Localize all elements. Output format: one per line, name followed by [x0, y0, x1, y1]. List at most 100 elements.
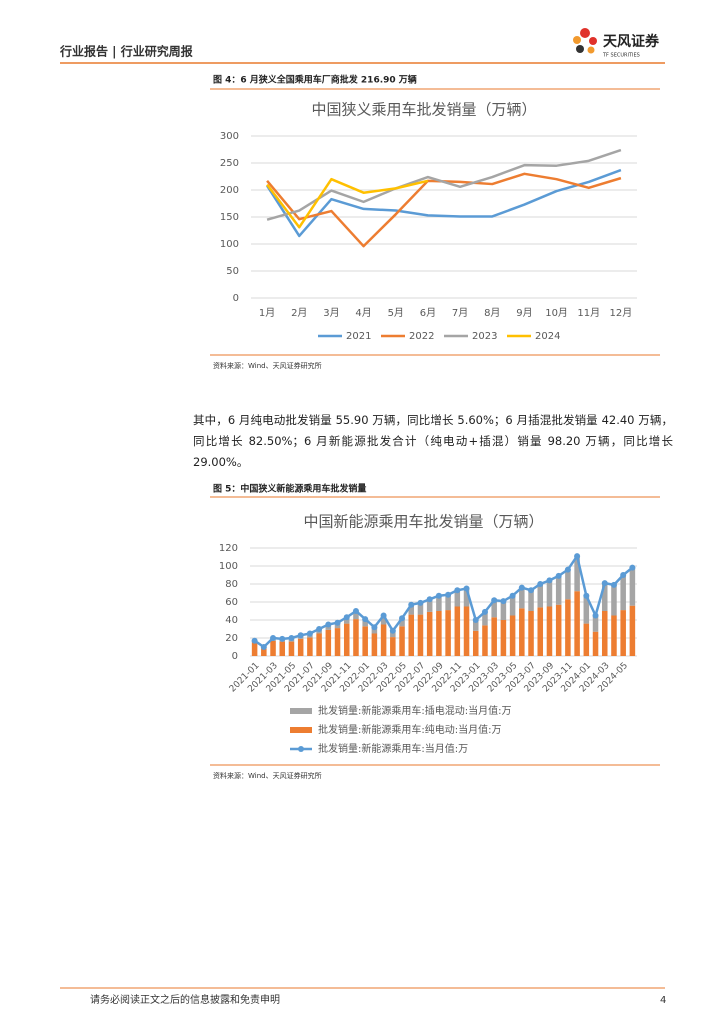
marker: [509, 592, 516, 599]
bar: [288, 641, 295, 656]
bar: [509, 615, 516, 656]
x-tick-label: 5月: [388, 307, 404, 319]
marker: [325, 621, 332, 628]
marker: [463, 585, 470, 592]
chart-title: 中国狭义乘用车批发销量（万辆）: [311, 101, 536, 119]
line: [266, 177, 429, 229]
bar: [592, 631, 599, 656]
bar: [491, 600, 497, 618]
bar: [445, 594, 451, 611]
x-tick-label: 11月: [577, 307, 600, 319]
bar: [519, 587, 525, 609]
line: [266, 172, 622, 248]
x-tick-label: 4月: [355, 307, 371, 319]
bar: [491, 617, 497, 656]
bar: [583, 623, 590, 656]
y-tick-label: 80: [225, 579, 238, 590]
bar: [307, 637, 313, 656]
y-tick-label: 200: [220, 185, 239, 196]
legend-label: 批发销量:新能源乘用车:纯电动:当月值:万: [318, 723, 501, 736]
legend-label: 批发销量:新能源乘用车:当月值:万: [318, 742, 468, 755]
bar: [279, 641, 286, 656]
bar: [399, 618, 405, 627]
bar: [528, 611, 534, 656]
marker: [279, 635, 286, 642]
marker: [417, 599, 424, 606]
bar: [565, 569, 571, 600]
marker: [399, 615, 406, 622]
x-tick-label: 6月: [420, 307, 436, 319]
bar: [343, 623, 350, 656]
bar: [574, 591, 580, 656]
bar: [555, 575, 562, 605]
y-tick-label: 120: [219, 543, 238, 554]
legend-label: 2024: [535, 331, 560, 342]
bar: [463, 606, 470, 656]
bar: [592, 615, 599, 632]
bar: [546, 606, 553, 656]
marker: [251, 637, 258, 644]
y-tick-label: 0: [233, 293, 239, 304]
x-tick-label: 7月: [452, 307, 468, 319]
bar: [537, 584, 544, 608]
bar: [454, 606, 461, 656]
bar: [620, 610, 626, 656]
bar: [611, 584, 617, 616]
bar: [482, 625, 488, 656]
y-tick-label: 50: [226, 266, 239, 277]
legend-swatch: [290, 727, 312, 733]
bar: [601, 583, 608, 611]
bar: [390, 630, 396, 638]
bar: [454, 590, 461, 607]
marker: [454, 587, 461, 594]
bar: [436, 611, 442, 656]
bar: [334, 628, 341, 656]
bar: [565, 599, 571, 656]
figure-caption: 图 4：6 月狭义全国乘用车厂商批发 216.90 万辆: [213, 74, 417, 86]
marker: [481, 608, 488, 615]
bar: [380, 624, 387, 656]
logo-icon: [573, 28, 597, 54]
marker: [518, 584, 525, 591]
marker: [362, 616, 369, 623]
figure-source: 资料来源：Wind、天风证券研究所: [213, 361, 322, 370]
bar: [316, 633, 322, 656]
marker: [564, 566, 571, 573]
marker: [435, 592, 442, 599]
bar: [611, 615, 617, 656]
marker: [334, 619, 341, 626]
bar: [482, 611, 488, 626]
x-tick-label: 2月: [291, 307, 307, 319]
bar: [472, 630, 479, 656]
marker: [583, 592, 590, 599]
legend-label: 2023: [472, 331, 497, 342]
marker: [371, 624, 378, 631]
bar: [426, 611, 433, 656]
marker: [316, 626, 323, 632]
bar: [270, 640, 276, 656]
bar: [399, 626, 405, 656]
y-tick-label: 0: [232, 651, 238, 662]
marker: [297, 632, 304, 639]
legend-label: 2021: [346, 331, 371, 342]
figure-source: 资料来源：Wind、天风证券研究所: [213, 771, 322, 780]
y-tick-label: 100: [219, 561, 238, 572]
marker: [260, 644, 267, 650]
bar: [463, 588, 470, 607]
marker: [500, 598, 507, 605]
y-tick-label: 100: [220, 239, 239, 250]
bar: [325, 629, 332, 656]
marker: [288, 635, 295, 641]
bar: [574, 556, 580, 592]
marker: [306, 630, 313, 637]
marker: [408, 601, 415, 608]
legend-swatch: [290, 708, 312, 714]
bar: [426, 599, 433, 612]
paragraph: 其中，6 月纯电动批发销量 55.90 万辆，同比增长 5.60%；6 月插混批…: [193, 413, 673, 469]
marker: [343, 614, 350, 621]
bar: [537, 607, 544, 656]
x-tick-label: 1月: [259, 307, 275, 319]
bar: [390, 637, 396, 656]
